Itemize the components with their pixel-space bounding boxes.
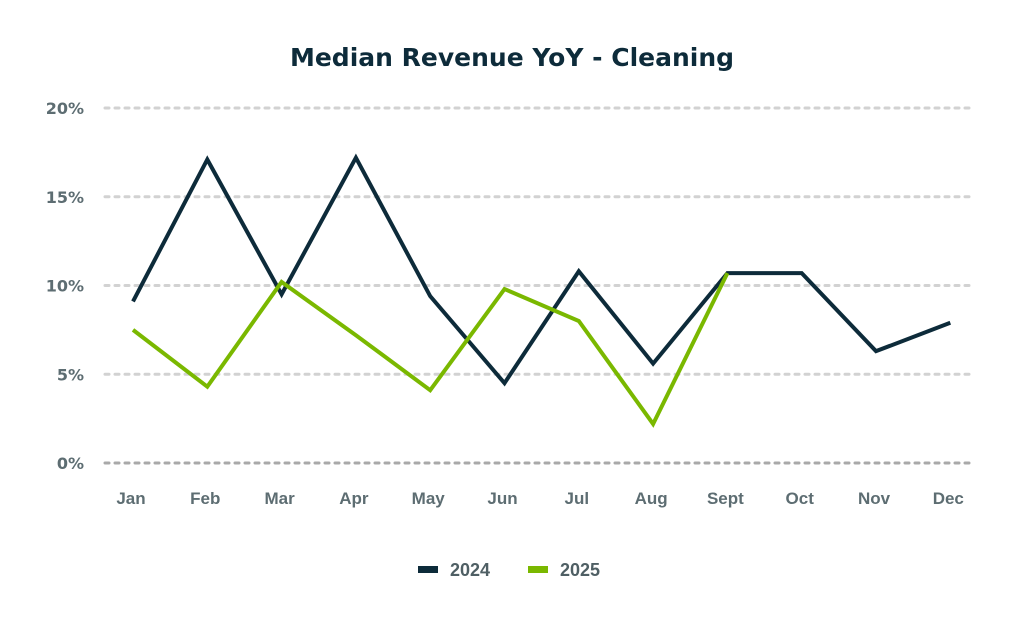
- x-tick-label: May: [412, 489, 446, 508]
- legend: 2024 2025: [418, 560, 600, 580]
- x-tick-label: Sept: [707, 489, 744, 508]
- series-lines: [131, 153, 952, 428]
- y-tick-label: 10%: [46, 277, 84, 296]
- y-tick-label: 20%: [46, 99, 84, 118]
- chart-title: Median Revenue YoY - Cleaning: [290, 43, 734, 72]
- x-tick-label: Dec: [933, 489, 964, 508]
- legend-swatch: [418, 566, 438, 573]
- legend-label: 2025: [560, 560, 600, 580]
- x-axis-ticks: Jan Feb Mar Apr May Jun Jul Aug Sept Oct Nov Dec: [116, 489, 964, 508]
- gridlines: [103, 106, 972, 465]
- x-tick-label: Mar: [264, 489, 295, 508]
- x-tick-label: Apr: [339, 489, 369, 508]
- x-tick-label: Jan: [116, 489, 145, 508]
- x-tick-label: Jun: [487, 489, 517, 508]
- legend-item-2024: 2024: [418, 560, 490, 580]
- series-2024: [131, 153, 952, 387]
- x-tick-label: Jul: [565, 489, 590, 508]
- series-line-2024: [131, 153, 952, 387]
- y-tick-label: 5%: [57, 365, 84, 384]
- y-tick-label: 0%: [57, 454, 84, 473]
- x-tick-label: Oct: [786, 489, 815, 508]
- y-tick-label: 15%: [46, 188, 84, 207]
- x-tick-label: Aug: [635, 489, 668, 508]
- x-tick-label: Nov: [858, 489, 891, 508]
- legend-label: 2024: [450, 560, 490, 580]
- legend-item-2025: 2025: [528, 560, 600, 580]
- y-axis-ticks: 0% 5% 10% 15% 20%: [46, 99, 84, 473]
- x-tick-label: Feb: [190, 489, 220, 508]
- series-2025: [131, 272, 730, 428]
- legend-swatch: [528, 566, 548, 573]
